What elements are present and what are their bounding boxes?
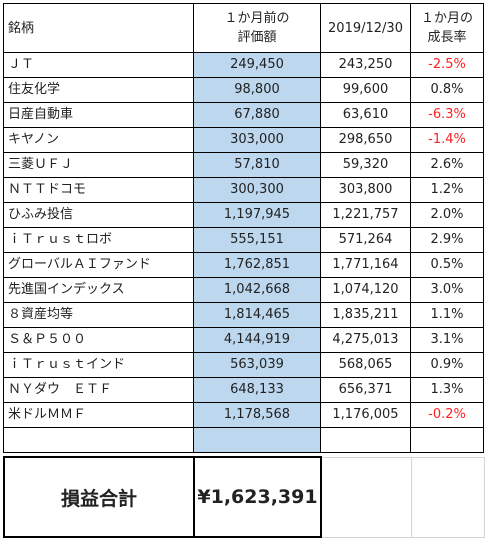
current-value-cell[interactable]: 1,074,120 — [320, 277, 411, 303]
prev-value-cell[interactable]: 57,810 — [193, 152, 321, 178]
stock-name-cell[interactable]: 日産自動車 — [3, 102, 194, 128]
growth-rate-cell[interactable]: 2.0% — [410, 202, 484, 228]
prev-value-cell[interactable]: 67,880 — [193, 102, 321, 128]
table-row: ＮＴＴドコモ 300,300 303,800 1.2% — [3, 177, 484, 203]
growth-rate-cell[interactable]: -6.3% — [410, 102, 484, 128]
prev-value-cell[interactable]: 1,814,465 — [193, 302, 321, 328]
growth-rate-cell[interactable]: 2.6% — [410, 152, 484, 178]
empty-cell[interactable] — [410, 456, 485, 538]
stock-name-cell[interactable]: ｉＴｒｕｓｔロボ — [3, 227, 194, 253]
prev-value-cell[interactable]: 4,144,919 — [193, 327, 321, 353]
growth-rate-cell[interactable]: -2.5% — [410, 52, 484, 78]
stock-name-cell[interactable]: ひふみ投信 — [3, 202, 194, 228]
total-value[interactable]: ¥1,623,391 — [193, 456, 322, 538]
stock-name-cell[interactable]: グローバルＡＩファンド — [3, 252, 194, 278]
growth-rate-cell[interactable]: 0.8% — [410, 77, 484, 103]
table-row: ＪＴ 249,450 243,250 -2.5% — [3, 52, 484, 78]
header-date[interactable]: 2019/12/30 — [320, 3, 411, 53]
prev-value-cell[interactable]: 648,133 — [193, 377, 321, 403]
stock-name-cell[interactable]: 三菱ＵＦＪ — [3, 152, 194, 178]
current-value-cell[interactable]: 99,600 — [320, 77, 411, 103]
table-row: 先進国インデックス 1,042,668 1,074,120 3.0% — [3, 277, 484, 303]
growth-rate-cell[interactable]: 1.2% — [410, 177, 484, 203]
current-value-cell[interactable]: 568,065 — [320, 352, 411, 378]
empty-cell[interactable] — [3, 427, 194, 453]
growth-rate-cell[interactable]: 2.9% — [410, 227, 484, 253]
empty-cell[interactable] — [410, 427, 484, 453]
table-row: 日産自動車 67,880 63,610 -6.3% — [3, 102, 484, 128]
stock-name-cell[interactable]: 先進国インデックス — [3, 277, 194, 303]
current-value-cell[interactable]: 298,650 — [320, 127, 411, 153]
blank-row — [3, 427, 484, 453]
stock-name-cell[interactable]: ｉＴｒｕｓｔインド — [3, 352, 194, 378]
table-row: Ｓ＆Ｐ５００ 4,144,919 4,275,013 3.1% — [3, 327, 484, 353]
stock-name-cell[interactable]: Ｓ＆Ｐ５００ — [3, 327, 194, 353]
prev-value-cell[interactable]: 555,151 — [193, 227, 321, 253]
header-rate[interactable]: １か月の 成長率 — [410, 3, 484, 53]
growth-rate-cell[interactable]: 3.0% — [410, 277, 484, 303]
empty-cell[interactable] — [193, 427, 321, 453]
stock-name-cell[interactable]: ＮＴＴドコモ — [3, 177, 194, 203]
current-value-cell[interactable]: 571,264 — [320, 227, 411, 253]
table-row: ｉＴｒｕｓｔロボ 555,151 571,264 2.9% — [3, 227, 484, 253]
table-row: グローバルＡＩファンド 1,762,851 1,771,164 0.5% — [3, 252, 484, 278]
current-value-cell[interactable]: 1,176,005 — [320, 402, 411, 428]
header-prev[interactable]: １か月前の 評価額 — [193, 3, 321, 53]
total-label[interactable]: 損益合計 — [3, 456, 195, 538]
prev-value-cell[interactable]: 1,197,945 — [193, 202, 321, 228]
prev-value-cell[interactable]: 249,450 — [193, 52, 321, 78]
current-value-cell[interactable]: 1,771,164 — [320, 252, 411, 278]
total-row: 損益合計 ¥1,623,391 — [3, 456, 485, 538]
prev-value-cell[interactable]: 563,039 — [193, 352, 321, 378]
current-value-cell[interactable]: 1,221,757 — [320, 202, 411, 228]
growth-rate-cell[interactable]: 3.1% — [410, 327, 484, 353]
prev-value-cell[interactable]: 98,800 — [193, 77, 321, 103]
portfolio-table: 銘柄 １か月前の 評価額 2019/12/30 １か月の 成長率 ＪＴ 249,4… — [3, 3, 484, 453]
stock-name-cell[interactable]: ＪＴ — [3, 52, 194, 78]
current-value-cell[interactable]: 243,250 — [320, 52, 411, 78]
table-row: ８資産均等 1,814,465 1,835,211 1.1% — [3, 302, 484, 328]
prev-value-cell[interactable]: 1,178,568 — [193, 402, 321, 428]
empty-cell[interactable] — [320, 456, 412, 538]
table-row: 米ドルＭＭＦ 1,178,568 1,176,005 -0.2% — [3, 402, 484, 428]
table-row: 住友化学 98,800 99,600 0.8% — [3, 77, 484, 103]
growth-rate-cell[interactable]: -1.4% — [410, 127, 484, 153]
growth-rate-cell[interactable]: -0.2% — [410, 402, 484, 428]
growth-rate-cell[interactable]: 1.3% — [410, 377, 484, 403]
header-prev-line1: １か月前の — [224, 11, 290, 26]
header-rate-line1: １か月の — [420, 11, 473, 26]
table-row: ＮＹダウ ＥＴＦ 648,133 656,371 1.3% — [3, 377, 484, 403]
header-name[interactable]: 銘柄 — [3, 3, 194, 53]
prev-value-cell[interactable]: 300,300 — [193, 177, 321, 203]
table-row: 三菱ＵＦＪ 57,810 59,320 2.6% — [3, 152, 484, 178]
stock-name-cell[interactable]: 住友化学 — [3, 77, 194, 103]
prev-value-cell[interactable]: 303,000 — [193, 127, 321, 153]
prev-value-cell[interactable]: 1,042,668 — [193, 277, 321, 303]
table-row: ｉＴｒｕｓｔインド 563,039 568,065 0.9% — [3, 352, 484, 378]
header-rate-line2: 成長率 — [427, 30, 467, 45]
growth-rate-cell[interactable]: 0.9% — [410, 352, 484, 378]
current-value-cell[interactable]: 59,320 — [320, 152, 411, 178]
current-value-cell[interactable]: 303,800 — [320, 177, 411, 203]
current-value-cell[interactable]: 4,275,013 — [320, 327, 411, 353]
growth-rate-cell[interactable]: 1.1% — [410, 302, 484, 328]
stock-name-cell[interactable]: ＮＹダウ ＥＴＦ — [3, 377, 194, 403]
stock-name-cell[interactable]: 米ドルＭＭＦ — [3, 402, 194, 428]
header-prev-line2: 評価額 — [237, 30, 277, 45]
stock-name-cell[interactable]: キヤノン — [3, 127, 194, 153]
current-value-cell[interactable]: 63,610 — [320, 102, 411, 128]
current-value-cell[interactable]: 1,835,211 — [320, 302, 411, 328]
stock-name-cell[interactable]: ８資産均等 — [3, 302, 194, 328]
table-row: ひふみ投信 1,197,945 1,221,757 2.0% — [3, 202, 484, 228]
table-row: キヤノン 303,000 298,650 -1.4% — [3, 127, 484, 153]
empty-cell[interactable] — [320, 427, 411, 453]
header-row: 銘柄 １か月前の 評価額 2019/12/30 １か月の 成長率 — [3, 3, 484, 53]
current-value-cell[interactable]: 656,371 — [320, 377, 411, 403]
total-table: 損益合計 ¥1,623,391 — [3, 456, 485, 538]
prev-value-cell[interactable]: 1,762,851 — [193, 252, 321, 278]
growth-rate-cell[interactable]: 0.5% — [410, 252, 484, 278]
